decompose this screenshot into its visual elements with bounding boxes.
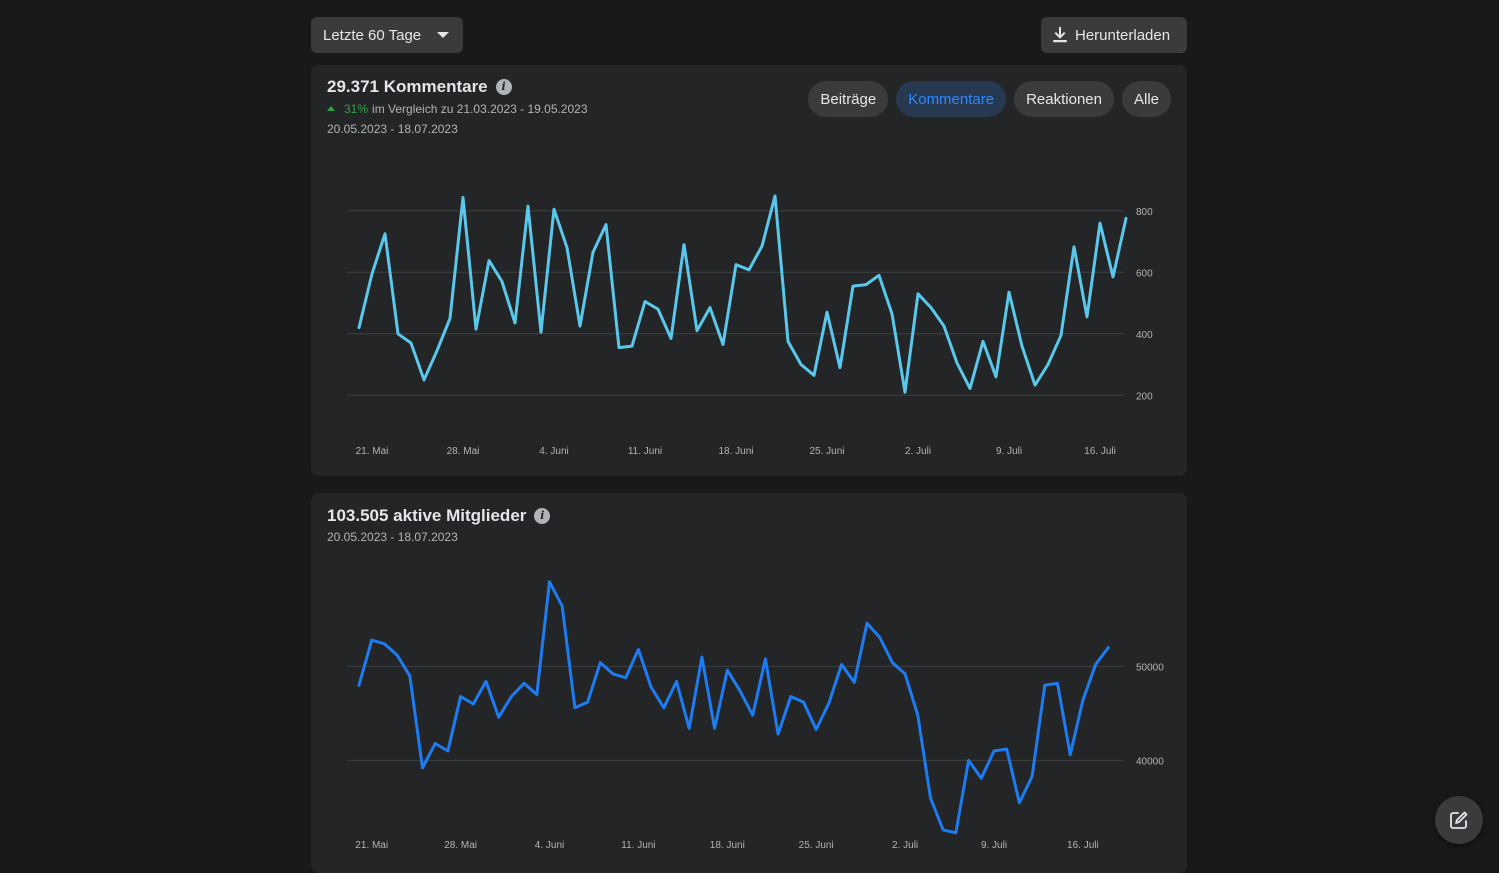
comparison-row: 31% im Vergleich zu 21.03.2023 - 19.05.2… (327, 102, 588, 116)
members-title: 103.505 aktive Mitglieder (327, 506, 526, 526)
change-percent: 31% (344, 102, 368, 116)
members-x-tick-label: 11. Juni (621, 840, 655, 851)
comments-chart: 200 400 600 800 21. Mai 28. Mai 4. Juni 11. Jun… (311, 150, 1187, 470)
date-range-label: Letzte 60 Tage (323, 27, 421, 44)
comments-x-tick-label: 9. Juli (996, 446, 1022, 457)
comments-title-row: 29.371 Kommentare i (327, 77, 512, 97)
comments-y-tick-label: 600 (1136, 268, 1153, 279)
info-icon[interactable]: i (534, 508, 550, 524)
members-y-tick-label: 40000 (1136, 756, 1164, 767)
tab-reactions[interactable]: Reaktionen (1014, 81, 1114, 117)
members-x-tick-label: 9. Juli (981, 840, 1007, 851)
comments-x-tick-label: 18. Juni (718, 446, 753, 457)
comments-y-tick-label: 800 (1136, 207, 1153, 218)
tab-reactions-label: Reaktionen (1026, 91, 1102, 108)
tab-comments[interactable]: Kommentare (896, 81, 1006, 117)
comments-x-tick-label: 4. Juni (539, 446, 568, 457)
download-icon (1053, 27, 1067, 43)
members-y-tick-label: 50000 (1136, 662, 1164, 673)
info-icon[interactable]: i (496, 79, 512, 95)
members-x-tick-label: 18. Juni (710, 840, 745, 851)
comments-x-tick-label: 16. Juli (1084, 446, 1116, 457)
members-card: 103.505 aktive Mitglieder i 20.05.2023 -… (311, 493, 1187, 873)
date-range-select[interactable]: Letzte 60 Tage (311, 17, 463, 53)
caret-down-icon (437, 32, 449, 38)
members-chart: 40000 50000 21. Mai 28. Mai 4. Juni 11. Juni 1… (311, 553, 1187, 860)
comments-card: 29.371 Kommentare i 31% im Vergleich zu … (311, 65, 1187, 476)
arrow-up-icon (327, 106, 335, 111)
members-date-range: 20.05.2023 - 18.07.2023 (327, 530, 458, 544)
tab-all[interactable]: Alle (1122, 81, 1171, 117)
members-title-row: 103.505 aktive Mitglieder i (327, 506, 550, 526)
tab-comments-label: Kommentare (908, 91, 994, 108)
compose-button[interactable] (1435, 796, 1483, 844)
members-series-line (359, 582, 1108, 833)
comments-series-line (359, 196, 1126, 392)
members-x-tick-label: 28. Mai (444, 840, 477, 851)
tab-all-label: Alle (1134, 91, 1159, 108)
members-x-tick-label: 2. Juli (892, 840, 918, 851)
members-x-tick-label: 4. Juni (535, 840, 564, 851)
download-button[interactable]: Herunterladen (1041, 17, 1187, 53)
members-x-tick-label: 25. Juni (799, 840, 834, 851)
comments-x-tick-label: 21. Mai (356, 446, 389, 457)
comments-x-tick-label: 2. Juli (905, 446, 931, 457)
comments-x-tick-label: 28. Mai (447, 446, 480, 457)
compose-icon (1449, 810, 1469, 830)
tab-posts[interactable]: Beiträge (808, 81, 888, 117)
members-x-tick-label: 21. Mai (355, 840, 388, 851)
comparison-text: im Vergleich zu 21.03.2023 - 19.05.2023 (372, 102, 587, 116)
comments-title: 29.371 Kommentare (327, 77, 488, 97)
metric-tabs: Beiträge Kommentare Reaktionen Alle (808, 81, 1171, 117)
comments-x-tick-label: 25. Juni (809, 446, 844, 457)
members-x-tick-label: 16. Juli (1067, 840, 1099, 851)
comments-y-tick-label: 400 (1136, 330, 1153, 341)
comments-x-tick-label: 11. Juni (628, 446, 662, 457)
comments-date-range: 20.05.2023 - 18.07.2023 (327, 122, 458, 136)
download-label: Herunterladen (1075, 27, 1170, 44)
comments-y-tick-label: 200 (1136, 391, 1153, 402)
top-toolbar: Letzte 60 Tage Herunterladen (311, 17, 1187, 53)
tab-posts-label: Beiträge (820, 91, 876, 108)
